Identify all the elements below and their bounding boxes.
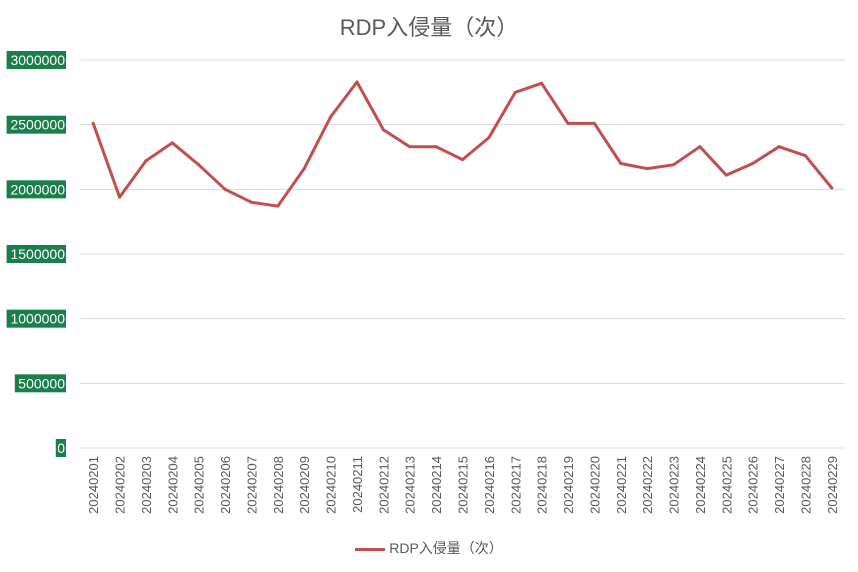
data-point <box>830 186 834 190</box>
legend-swatch <box>355 547 386 551</box>
data-point <box>540 81 544 85</box>
x-tick-label: 20240201 <box>86 456 101 514</box>
y-tick-label-bg <box>6 245 67 263</box>
x-tick-label: 20240204 <box>165 456 180 514</box>
x-tick-label: 20240212 <box>376 456 391 514</box>
data-point <box>777 145 781 149</box>
data-point <box>170 141 174 145</box>
y-tick-label: 1000000 <box>10 311 65 327</box>
x-axis-ticks: 20240201 20240202 20240203 20240204 20240205… <box>86 456 840 514</box>
x-tick-label: 20240210 <box>324 456 339 514</box>
y-tick-label-bg <box>6 51 67 69</box>
data-point <box>461 158 464 162</box>
data-point <box>249 200 253 204</box>
x-tick-label: 20240223 <box>667 456 682 514</box>
y-tick-label: 3000000 <box>10 52 65 68</box>
data-point <box>751 161 755 165</box>
x-tick-label: 20240211 <box>350 456 365 513</box>
x-tick-label: 20240222 <box>640 456 655 514</box>
y-tick-label: 1500000 <box>10 246 65 262</box>
y-tick-label-bg <box>14 374 67 393</box>
data-point <box>408 145 412 149</box>
data-point <box>672 163 676 167</box>
y-axis-ticks: 0 500000 1000000 1500000 2000000 2500000 30000… <box>6 51 67 457</box>
data-point <box>118 195 122 199</box>
x-tick-label: 20240205 <box>192 456 207 514</box>
data-point <box>592 121 596 125</box>
x-tick-label: 20240226 <box>746 456 761 514</box>
data-point <box>355 80 359 84</box>
x-tick-label: 20240216 <box>482 456 497 514</box>
data-point <box>513 90 517 94</box>
data-point <box>487 136 491 140</box>
data-point <box>434 145 438 149</box>
x-tick-label: 20240206 <box>218 456 233 514</box>
x-tick-label: 20240213 <box>403 456 418 514</box>
x-tick-label: 20240215 <box>456 456 471 514</box>
x-tick-label: 20240219 <box>561 456 576 514</box>
series-line <box>91 80 834 208</box>
data-point <box>91 121 95 125</box>
y-tick-label: 2500000 <box>10 117 65 133</box>
x-tick-label: 20240229 <box>825 456 840 514</box>
legend: RDP入侵量（次） <box>0 538 858 558</box>
y-tick-label: 0 <box>57 440 65 456</box>
x-tick-label: 20240209 <box>297 456 312 514</box>
x-tick-label: 20240214 <box>429 456 444 514</box>
x-tick-label: 20240208 <box>271 456 286 514</box>
y-tick-label-bg <box>6 180 67 199</box>
data-point <box>144 159 148 163</box>
series-lines <box>91 80 834 208</box>
legend-label: RDP入侵量（次） <box>389 540 503 556</box>
x-tick-label: 20240221 <box>614 456 629 514</box>
x-tick-label: 20240227 <box>772 456 787 514</box>
x-tick-label: 20240218 <box>535 456 550 514</box>
y-tick-label: 500000 <box>18 375 65 391</box>
y-tick-label: 2000000 <box>10 181 65 197</box>
x-tick-label: 20240220 <box>587 456 602 514</box>
data-point <box>724 173 728 177</box>
data-point <box>276 204 280 208</box>
x-tick-label: 20240207 <box>244 456 259 514</box>
data-point <box>803 154 807 158</box>
data-point <box>619 161 623 165</box>
x-tick-label: 20240217 <box>508 456 523 514</box>
data-point <box>329 115 333 119</box>
x-tick-label: 20240228 <box>798 456 813 514</box>
data-point <box>698 145 702 149</box>
data-point <box>302 167 306 171</box>
data-point <box>645 167 649 171</box>
y-tick-label-bg <box>55 439 66 457</box>
x-tick-label: 20240203 <box>139 456 154 514</box>
y-tick-label-bg <box>6 115 67 134</box>
data-point <box>566 121 570 125</box>
chart-title: RDP入侵量（次） <box>339 15 519 40</box>
data-point <box>381 128 385 132</box>
gridlines <box>80 59 845 449</box>
data-point <box>197 163 201 167</box>
x-tick-label: 20240202 <box>113 456 128 514</box>
y-tick-label-bg <box>6 309 67 328</box>
data-point <box>223 187 227 191</box>
x-tick-label: 20240224 <box>693 456 708 514</box>
x-tick-label: 20240225 <box>719 456 734 514</box>
